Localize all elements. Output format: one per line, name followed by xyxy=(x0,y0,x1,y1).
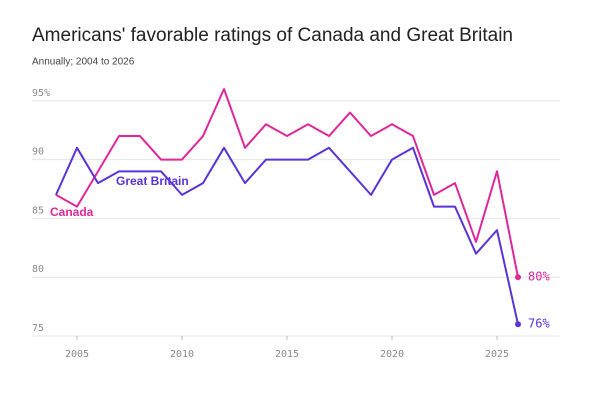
x-tick-label: 2025 xyxy=(485,349,509,360)
y-tick-label: 95% xyxy=(32,88,50,99)
x-tick-label: 2005 xyxy=(65,349,89,360)
chart-subtitle: Annually; 2004 to 2026 xyxy=(32,57,135,68)
line xyxy=(55,88,519,278)
x-tick-label: 2010 xyxy=(170,349,194,360)
value-label: 76% xyxy=(528,317,550,331)
series-label: Great Britain xyxy=(116,174,189,188)
value-label: 80% xyxy=(528,270,550,284)
line xyxy=(55,146,519,325)
x-tick-label: 2015 xyxy=(275,349,299,360)
y-tick-label: 90 xyxy=(32,147,44,158)
y-tick-label: 80 xyxy=(32,264,44,275)
y-tick-label: 75 xyxy=(32,323,44,334)
end-point xyxy=(515,321,521,328)
end-point xyxy=(515,274,521,281)
chart-title: Americans' favorable ratings of Canada a… xyxy=(32,25,513,46)
y-tick-label: 85 xyxy=(32,205,44,216)
x-tick-label: 2020 xyxy=(380,349,404,360)
series-label: Canada xyxy=(50,205,94,219)
